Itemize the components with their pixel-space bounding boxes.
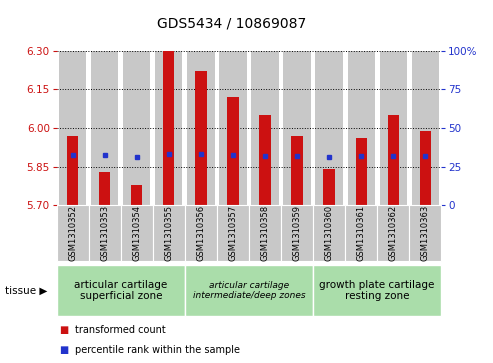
Text: GSM1310355: GSM1310355 [164, 205, 174, 261]
Text: tissue ▶: tissue ▶ [5, 285, 47, 295]
Bar [323, 169, 335, 205]
Bar [387, 115, 399, 205]
Bar [67, 136, 78, 205]
Text: growth plate cartilage
resting zone: growth plate cartilage resting zone [319, 280, 435, 301]
Bar [291, 136, 303, 205]
Bar [316, 51, 343, 205]
Text: GSM1310361: GSM1310361 [356, 205, 366, 261]
Bar [348, 51, 375, 205]
Bar [187, 51, 214, 205]
Text: articular cartilage
intermediate/deep zones: articular cartilage intermediate/deep zo… [193, 281, 305, 300]
Text: GSM1310356: GSM1310356 [196, 205, 206, 261]
Bar [131, 184, 142, 205]
Bar [355, 138, 367, 205]
Bar [99, 172, 110, 205]
Text: ■: ■ [59, 345, 69, 355]
Text: percentile rank within the sample: percentile rank within the sample [75, 345, 241, 355]
Text: GSM1310352: GSM1310352 [68, 205, 77, 261]
Bar [59, 51, 86, 205]
Bar [283, 51, 311, 205]
Text: articular cartilage
superficial zone: articular cartilage superficial zone [74, 280, 168, 301]
Text: ■: ■ [59, 325, 69, 335]
Text: GSM1310363: GSM1310363 [421, 205, 430, 261]
Bar [195, 72, 207, 205]
Bar [91, 51, 118, 205]
Bar [380, 51, 407, 205]
Text: GSM1310358: GSM1310358 [260, 205, 270, 261]
Text: GSM1310353: GSM1310353 [100, 205, 109, 261]
Text: GSM1310354: GSM1310354 [132, 205, 141, 261]
Text: GSM1310362: GSM1310362 [388, 205, 398, 261]
Text: GSM1310359: GSM1310359 [292, 205, 302, 261]
Text: GDS5434 / 10869087: GDS5434 / 10869087 [157, 16, 306, 30]
Bar [227, 97, 239, 205]
Bar [251, 51, 279, 205]
Bar [155, 51, 182, 205]
Bar [259, 115, 271, 205]
Bar [219, 51, 246, 205]
Text: transformed count: transformed count [75, 325, 166, 335]
Bar [123, 51, 150, 205]
Bar [420, 131, 431, 205]
Text: GSM1310357: GSM1310357 [228, 205, 238, 261]
Bar [412, 51, 439, 205]
Text: GSM1310360: GSM1310360 [324, 205, 334, 261]
Bar [163, 51, 175, 205]
